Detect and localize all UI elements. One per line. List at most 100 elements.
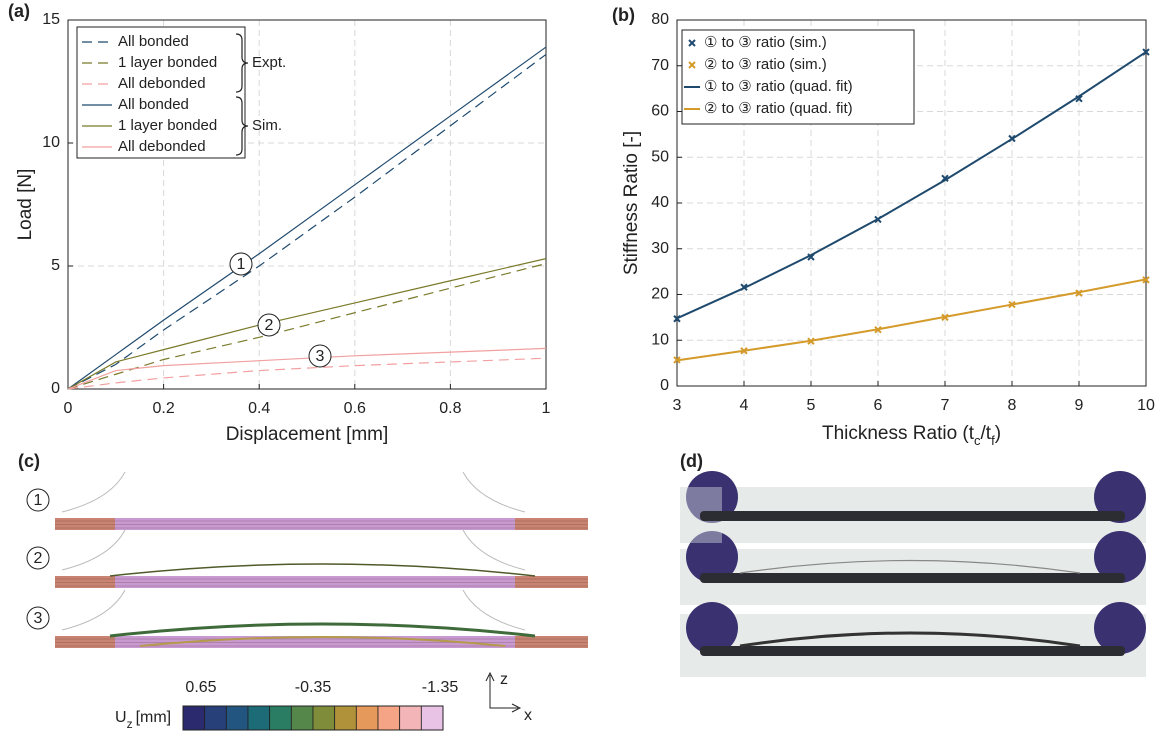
- colorbar-swatch: [182, 705, 206, 731]
- series-line: [676, 51, 1147, 320]
- y-tick-label: 15: [42, 11, 60, 28]
- panel-label: (b): [612, 5, 635, 25]
- beam-label-circle: [26, 488, 50, 512]
- x-axis-label: Thickness Ratio (tc/tf): [822, 423, 1001, 448]
- legend-label: All debonded: [118, 75, 206, 92]
- legend-swatch: [688, 39, 696, 47]
- y-tick-label: 10: [651, 331, 669, 348]
- x-tick-label: 10: [1137, 397, 1155, 414]
- y-tick-label: 10: [42, 134, 60, 151]
- legend-label: ② to ③ ratio (quad. fit): [704, 100, 853, 117]
- colorbar-label: Uz [mm]: [115, 709, 171, 731]
- x-axis-label-part: Thickness Ratio (t: [822, 423, 975, 444]
- x-tick-label: 3: [673, 397, 682, 414]
- x-axis-label-part: c: [974, 433, 981, 448]
- beam-label-circle: [26, 606, 50, 630]
- legend-label: All bonded: [118, 96, 189, 113]
- legend-label: ① to ③ ratio (quad. fit): [704, 78, 853, 95]
- axes-glyph: [485, 671, 522, 713]
- beam-label-circle: [26, 546, 50, 570]
- series-line: [67, 262, 547, 390]
- x-tick-label: 0.8: [439, 400, 461, 417]
- x-tick-label: 6: [874, 397, 883, 414]
- x-tick-label: 4: [740, 397, 749, 414]
- x-tick-label: 1: [542, 400, 551, 417]
- y-tick-label: 80: [651, 11, 669, 28]
- panel-label: (c): [18, 451, 40, 471]
- plot-frame: [676, 19, 1147, 387]
- x-axis-label: Displacement [mm]: [226, 424, 389, 445]
- annotation-circle: [308, 344, 332, 368]
- colorbar-swatch: [204, 705, 227, 731]
- legend-brace: [235, 33, 249, 93]
- debonded-layer: [109, 563, 536, 577]
- series-line: [67, 46, 547, 390]
- colorbar-swatch: [247, 705, 271, 731]
- colorbar-swatch: [377, 705, 401, 731]
- y-axis-label: Load [N]: [15, 169, 36, 241]
- y-tick-label: 0: [660, 377, 669, 394]
- colorbar-swatch: [355, 705, 379, 731]
- annotation: 2: [265, 317, 274, 334]
- colorbar-swatch: [334, 705, 357, 731]
- colorbar-tick-label: -0.35: [295, 679, 332, 696]
- legend-brace: [235, 96, 249, 156]
- colorbar-frame: [182, 705, 444, 731]
- x-tick-label: 0.6: [344, 400, 366, 417]
- x-tick-label: 7: [941, 397, 950, 414]
- y-tick-label: 5: [51, 257, 60, 274]
- annotation-circle: [257, 313, 281, 337]
- x-tick-label: 0.2: [152, 400, 174, 417]
- x-axis-label-part: f: [991, 433, 995, 448]
- colorbar-tick-label: 0.65: [185, 679, 216, 696]
- reference-curve: [61, 529, 526, 571]
- series-line: [676, 278, 1147, 362]
- x-tick-label: 8: [1008, 397, 1017, 414]
- colorbar-label-part: U: [115, 709, 127, 726]
- series-line: [67, 347, 547, 390]
- legend-label: 1 layer bonded: [118, 117, 217, 134]
- colorbar-swatch: [312, 705, 336, 731]
- y-tick-label: 60: [651, 103, 669, 120]
- x-tick-label: 0.4: [248, 400, 270, 417]
- y-axis-label: Stiffness Ratio [-]: [621, 131, 642, 275]
- plot-frame: [67, 19, 547, 390]
- reference-curve: [61, 589, 526, 631]
- panel-label: (d): [680, 451, 703, 471]
- debonded-layer: [109, 622, 536, 638]
- y-tick-label: 40: [651, 194, 669, 211]
- colorbar-swatch: [269, 705, 292, 731]
- legend-swatch: [688, 61, 696, 69]
- annotation: 3: [316, 348, 325, 365]
- legend-label: ① to ③ ratio (sim.): [704, 34, 827, 51]
- y-tick-label: 0: [51, 380, 60, 397]
- colorbar-swatch: [290, 705, 314, 731]
- debonded-layer: [139, 636, 506, 647]
- colorbar-label-part: z: [127, 717, 133, 731]
- beam-label: 3: [34, 610, 43, 627]
- legend-group-label: Expt.: [252, 54, 286, 71]
- y-tick-label: 50: [651, 148, 669, 165]
- series-line: [67, 53, 547, 390]
- x-axis-label-part: /t: [981, 423, 992, 444]
- legend-label: All debonded: [118, 138, 206, 155]
- annotation: 1: [237, 256, 246, 273]
- beam-label: 2: [34, 550, 43, 567]
- reference-curve: [61, 471, 526, 513]
- colorbar-swatch: [420, 705, 444, 731]
- beam-label: 1: [34, 492, 43, 509]
- x-tick-label: 0: [64, 400, 73, 417]
- legend-label: 1 layer bonded: [118, 54, 217, 71]
- colorbar-swatch: [399, 705, 422, 731]
- y-tick-label: 20: [651, 286, 669, 303]
- y-tick-label: 70: [651, 57, 669, 74]
- annotation-circle: [229, 252, 253, 276]
- colorbar-tick-label: -1.35: [422, 679, 459, 696]
- legend-label: ② to ③ ratio (sim.): [704, 56, 827, 73]
- axis-name: z: [500, 671, 508, 688]
- legend-box: [681, 29, 915, 125]
- series-line: [67, 357, 547, 390]
- y-tick-label: 30: [651, 240, 669, 257]
- x-tick-label: 5: [807, 397, 816, 414]
- x-tick-label: 9: [1075, 397, 1084, 414]
